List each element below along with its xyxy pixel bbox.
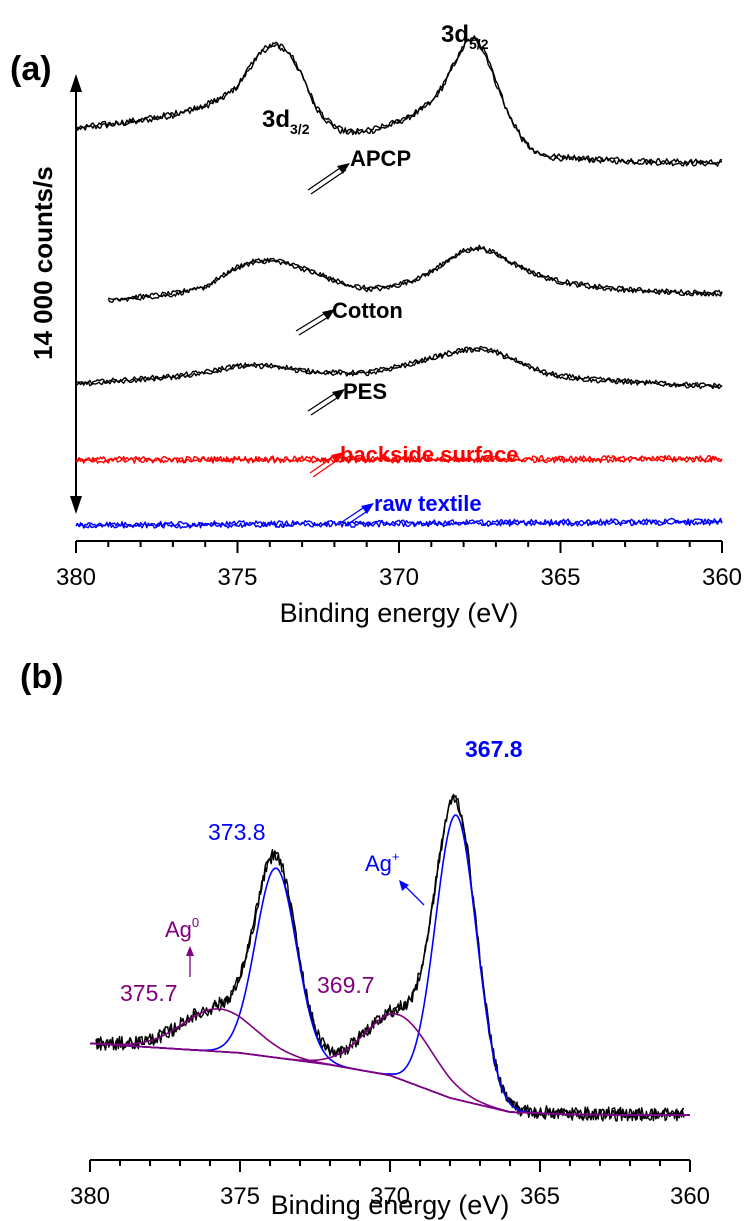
series-line-raw-textile-replicate <box>75 517 723 528</box>
series-line-backside-surface-replicate <box>75 454 722 463</box>
series-label-backside: backside surface <box>340 442 519 467</box>
tick-label-360: 360 <box>702 564 742 591</box>
pes-pointer <box>307 389 345 416</box>
backside-pointer <box>309 452 344 478</box>
tick-label-370-b: 370 <box>370 1183 410 1210</box>
cotton-pointer <box>295 309 335 336</box>
panel-b-label: (b) <box>20 658 63 696</box>
series-line-apcp-replicate <box>75 35 723 166</box>
tick-label-360-b: 360 <box>670 1183 710 1210</box>
tick-label-365: 365 <box>540 564 580 591</box>
tick-label-375: 375 <box>217 564 257 591</box>
panel-a-x-axis: 380 375 370 365 360 Binding energy (eV) <box>56 540 742 628</box>
tick-label-380: 380 <box>56 564 96 591</box>
fit-component-373-8 <box>89 867 690 1116</box>
peak-annotation-375-7: 375.7 <box>120 980 178 1006</box>
series-label-pes: PES <box>343 379 387 404</box>
series-line-pes-replicate <box>75 345 723 389</box>
raw-spectrum-line <box>95 793 685 1122</box>
ag0-pointer <box>186 946 194 977</box>
panel-b-series <box>89 793 690 1122</box>
apcp-pointer <box>307 163 350 195</box>
panel-b-x-axis: 380 375 370 365 360 Binding energy (eV) <box>70 1159 710 1220</box>
series-label-apcp: APCP <box>350 146 411 171</box>
series-line-pes <box>75 347 723 390</box>
tick-label-370: 370 <box>379 564 419 591</box>
tick-label-380-b: 380 <box>70 1183 110 1210</box>
series-label-cotton: Cotton <box>332 298 403 323</box>
panel-a-label: (a) <box>10 50 52 88</box>
series-label-raw-textile: raw textile <box>374 491 482 516</box>
peak-annotation-373-8: 373.8 <box>208 819 266 845</box>
raw-spectrum-line-replicate <box>95 795 684 1121</box>
y-axis-label: 14 000 counts/s <box>28 166 58 360</box>
series-line-cotton-replicate <box>108 244 723 302</box>
series-line-raw-textile <box>75 519 723 529</box>
peak-annotation-367-8: 367.8 <box>465 736 523 762</box>
fit-baseline <box>89 1042 690 1116</box>
panel-a: (a) 14 000 counts/s 3d3/2 3d5/2 APCP Cot… <box>10 21 742 628</box>
panel-b: (b) 373.8 367.8 375.7 369.7 Ag0 Ag+ 380 … <box>20 658 710 1220</box>
x-axis-title-b: Binding energy (eV) <box>271 1190 510 1220</box>
peak-label-3d52: 3d5/2 <box>441 21 489 52</box>
x-axis-title-a: Binding energy (eV) <box>280 598 519 628</box>
raw-pointer <box>341 503 374 527</box>
species-label-ag0: Ag0 <box>165 915 199 942</box>
intensity-scale-arrow <box>70 74 82 514</box>
peak-label-3d32: 3d3/2 <box>262 106 310 137</box>
tick-label-375-b: 375 <box>220 1183 260 1210</box>
agplus-pointer <box>399 880 425 906</box>
series-line-cotton <box>107 246 723 303</box>
tick-label-365-b: 365 <box>520 1183 560 1210</box>
peak-annotation-369-7: 369.7 <box>317 972 375 998</box>
panel-a-series <box>75 35 723 529</box>
species-label-agplus: Ag+ <box>365 849 400 876</box>
fit-component-375-7 <box>90 1008 690 1116</box>
